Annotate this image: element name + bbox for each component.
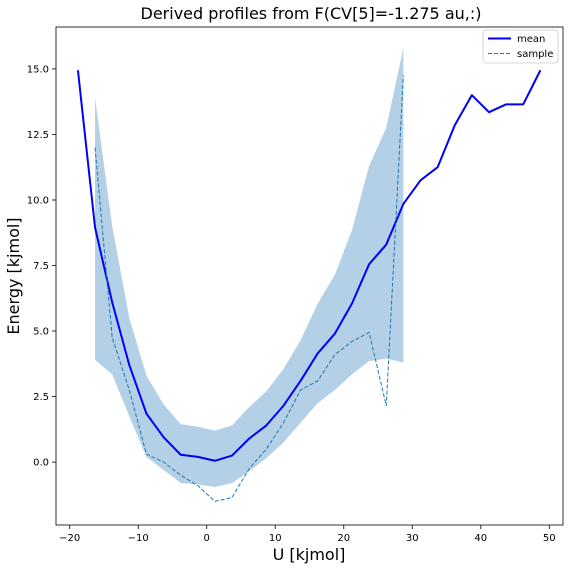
series-layer [76, 69, 542, 502]
x-tick-label: 50 [543, 533, 556, 544]
x-tick-label: −20 [59, 533, 80, 544]
y-tick-label: 15.0 [27, 64, 49, 75]
band-layer [95, 47, 404, 487]
chart-title: Derived profiles from F(CV[5]=-1.275 au,… [141, 4, 482, 23]
y-tick-label: 5.0 [33, 327, 49, 338]
y-tick-label: 10.0 [27, 195, 49, 206]
x-axis: −20 −10 0 10 20 30 40 50 [59, 525, 556, 544]
y-tick-label: 2.5 [33, 392, 49, 403]
y-tick-label: 7.5 [33, 261, 49, 272]
x-tick-label: 0 [204, 533, 210, 544]
x-tick-label: −10 [128, 533, 149, 544]
legend: mean sample [482, 29, 559, 64]
legend-mean-label: mean [517, 34, 545, 45]
x-tick-label: 20 [337, 533, 350, 544]
y-axis-label: Energy [kjmol] [4, 217, 23, 334]
x-axis-label: U [kjmol] [273, 545, 346, 564]
plot-area [55, 26, 564, 526]
y-tick-label: 12.5 [27, 130, 49, 141]
axes-frame [55, 26, 564, 526]
x-tick-label: 30 [406, 533, 419, 544]
x-tick-label: 10 [269, 533, 282, 544]
legend-sample-label: sample [517, 49, 553, 60]
y-axis: 0.0 2.5 5.0 7.5 10.0 12.5 15.0 [27, 64, 56, 469]
series-line-mean [76, 69, 542, 462]
uncertainty-band [95, 47, 404, 487]
x-tick-label: 40 [474, 533, 487, 544]
y-tick-label: 0.0 [33, 458, 49, 469]
series-line-sample [94, 75, 404, 502]
